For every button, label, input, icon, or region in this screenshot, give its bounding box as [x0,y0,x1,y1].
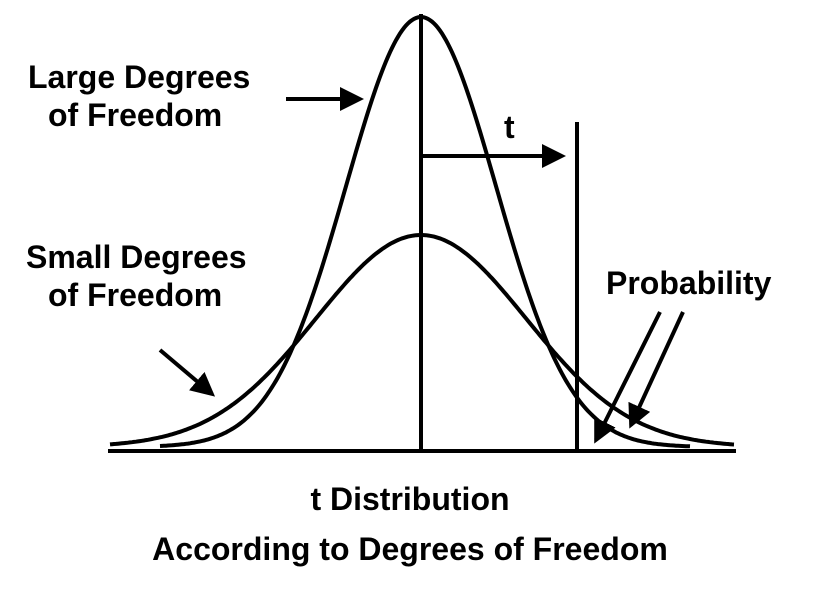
small-df-label-line1: Small Degrees [26,239,247,275]
probability-arrow-outer [594,311,662,444]
small-df-label-line2: of Freedom [48,277,223,313]
t-label: t [504,109,515,145]
large-df-label-line2: of Freedom [48,97,223,133]
caption-line2: According to Degrees of Freedom [152,531,668,567]
probability-arrow-inner [628,311,685,429]
small-df-label: Small Degrees of Freedom [26,238,247,314]
large-df-label: Large Degrees of Freedom [28,58,250,134]
probability-label: Probability [606,265,772,301]
large-df-label-line1: Large Degrees [28,59,251,95]
caption-line1: t Distribution [310,481,510,517]
small-df-arrow [158,348,216,397]
